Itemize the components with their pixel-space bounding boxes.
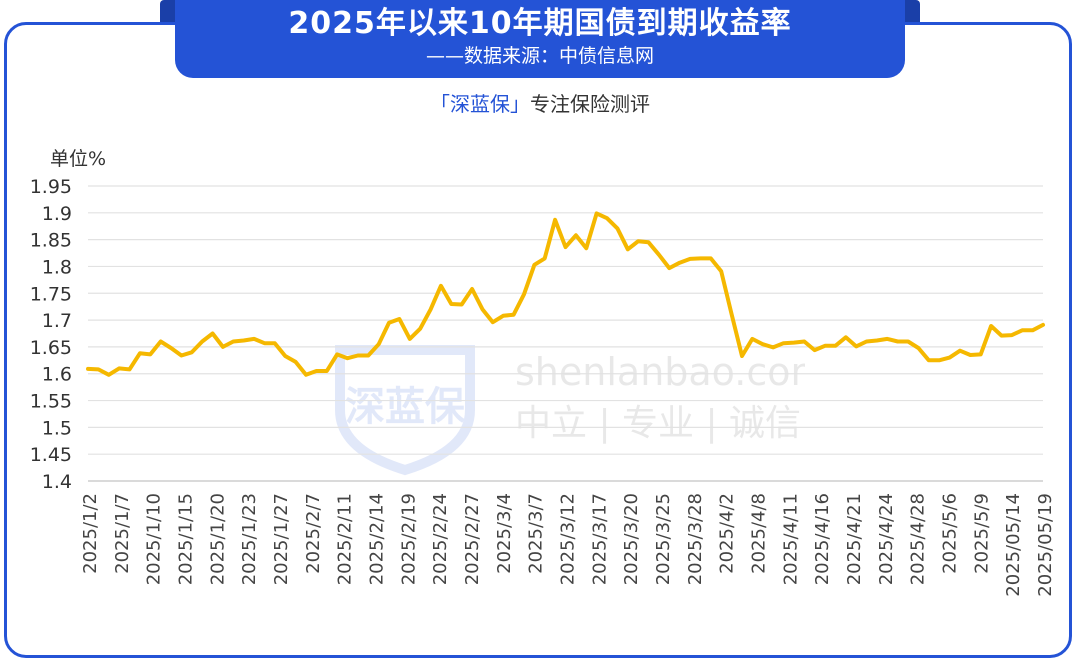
x-tick-label: 2025/2/27: [462, 493, 483, 585]
series-line: [86, 211, 1045, 377]
x-tick-label: 2025/05/14: [1003, 493, 1024, 597]
y-tick-label: 1.5: [42, 417, 72, 439]
brand-tagline: 专注保险测评: [530, 92, 650, 116]
y-tick-label: 1.85: [30, 230, 72, 252]
y-tick-label: 1.65: [30, 337, 72, 359]
brand-line: 「深蓝保」专注保险测评: [0, 88, 1080, 117]
x-tick-label: 2025/1/20: [207, 493, 228, 585]
x-tick-label: 2025/4/24: [876, 493, 897, 585]
x-tick-label: 2025/4/21: [844, 493, 865, 585]
brand-close: 」: [510, 92, 530, 116]
y-tick-label: 1.7: [42, 310, 72, 332]
y-tick-label: 1.75: [30, 283, 72, 305]
y-tick-label: 1.95: [30, 176, 72, 198]
y-tick-label: 1.9: [42, 203, 72, 225]
x-tick-label: 2025/3/20: [621, 493, 642, 585]
x-tick-label: 2025/1/10: [144, 493, 165, 585]
brand-open: 「: [430, 92, 450, 116]
x-tick-label: 2025/2/14: [367, 493, 388, 585]
x-tick-label: 2025/4/2: [717, 493, 738, 574]
x-tick-label: 2025/4/28: [908, 493, 929, 585]
x-tick-label: 2025/2/11: [335, 493, 356, 585]
x-tick-label: 2025/1/7: [112, 493, 133, 574]
x-tick-label: 2025/4/8: [749, 493, 770, 574]
data-source: ——数据来源：中债信息网: [425, 45, 654, 67]
x-tick-label: 2025/3/4: [494, 493, 515, 574]
y-tick-label: 1.45: [30, 444, 72, 466]
y-tick-label: 1.4: [42, 471, 72, 493]
y-tick-label: 1.6: [42, 364, 72, 386]
x-tick-label: 2025/1/27: [271, 493, 292, 585]
x-tick-label: 2025/4/11: [780, 493, 801, 585]
x-tick-label: 2025/1/2: [80, 493, 101, 574]
page-title: 2025年以来10年期国债到期收益率: [288, 6, 792, 41]
y-tick-label: 1.8: [42, 256, 72, 278]
x-tick-label: 2025/05/19: [1035, 493, 1056, 597]
x-tick-label: 2025/2/24: [430, 493, 451, 585]
x-tick-label: 2025/5/9: [971, 493, 992, 574]
x-tick-label: 2025/3/7: [526, 493, 547, 574]
x-tick-label: 2025/5/6: [940, 493, 961, 574]
x-tick-label: 2025/3/17: [589, 493, 610, 585]
x-tick-label: 2025/1/23: [239, 493, 260, 585]
x-tick-label: 2025/3/28: [685, 493, 706, 585]
x-tick-label: 2025/2/7: [303, 493, 324, 574]
y-tick-label: 1.55: [30, 391, 72, 413]
y-axis-unit-label: 单位%: [50, 148, 107, 170]
x-tick-label: 2025/3/25: [653, 493, 674, 585]
brand-name: 深蓝保: [450, 92, 510, 116]
x-tick-label: 2025/2/19: [398, 493, 419, 585]
x-tick-label: 2025/4/16: [812, 493, 833, 585]
x-tick-label: 2025/3/12: [558, 493, 579, 585]
header-banner: 2025年以来10年期国债到期收益率 ——数据来源：中债信息网: [175, 0, 905, 78]
x-tick-label: 2025/1/15: [176, 493, 197, 585]
